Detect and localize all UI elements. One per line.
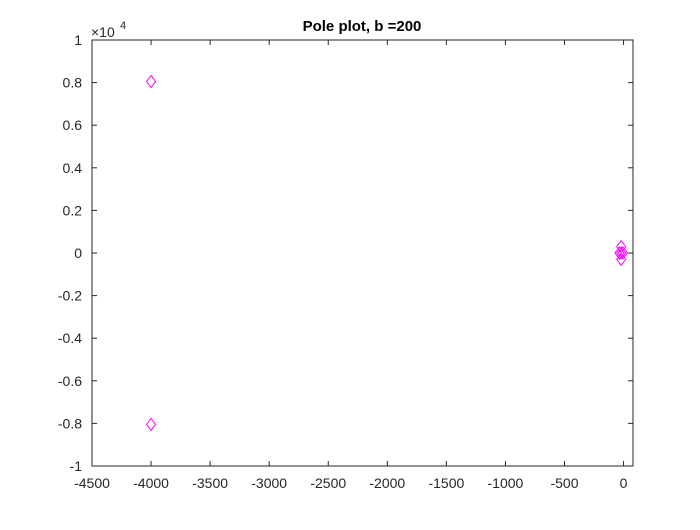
ticks: -4500 -4000 -3500 -3000 -2500 -2000 -1500 -1000…: [58, 32, 633, 491]
y-tick-label: 0.2: [63, 202, 83, 218]
x-tick-label: 0: [620, 475, 628, 491]
y-tick-label: 0.4: [63, 160, 83, 176]
x-tick-label: -4500: [74, 475, 110, 491]
y-tick-label: -0.4: [58, 330, 82, 346]
axes: [91, 39, 634, 467]
y-tick-label: 1: [74, 32, 82, 48]
pole-marker: [614, 246, 625, 260]
x-tick-label: -4000: [133, 475, 169, 491]
y-exponent-power: 4: [120, 20, 126, 32]
plot-area-box: [91, 39, 634, 467]
y-tick-label: -1: [70, 458, 83, 474]
y-tick-label: -0.2: [58, 288, 82, 304]
x-tick-label: -2500: [310, 475, 346, 491]
y-tick-label: -0.8: [58, 415, 82, 431]
y-tick-label: 0.6: [63, 117, 83, 133]
x-tick-label: -3000: [251, 475, 287, 491]
x-tick-label: -1000: [488, 475, 524, 491]
x-tick-label: -1500: [428, 475, 464, 491]
data-marks: [145, 74, 629, 432]
x-tick-label: -2000: [369, 475, 405, 491]
pole-marker: [617, 246, 629, 260]
pole-marker: [145, 417, 157, 432]
pole-marker: [145, 74, 157, 89]
x-tick-label: -500: [550, 475, 578, 491]
y-exponent-base: ×10: [91, 24, 115, 40]
x-tick-label: -3500: [192, 475, 228, 491]
pole-marker: [616, 246, 627, 260]
y-tick-label: 0.8: [63, 75, 83, 91]
y-tick-label: -0.6: [58, 373, 82, 389]
y-tick-label: 0: [74, 245, 82, 261]
chart-title: Pole plot, b =200: [303, 18, 422, 35]
